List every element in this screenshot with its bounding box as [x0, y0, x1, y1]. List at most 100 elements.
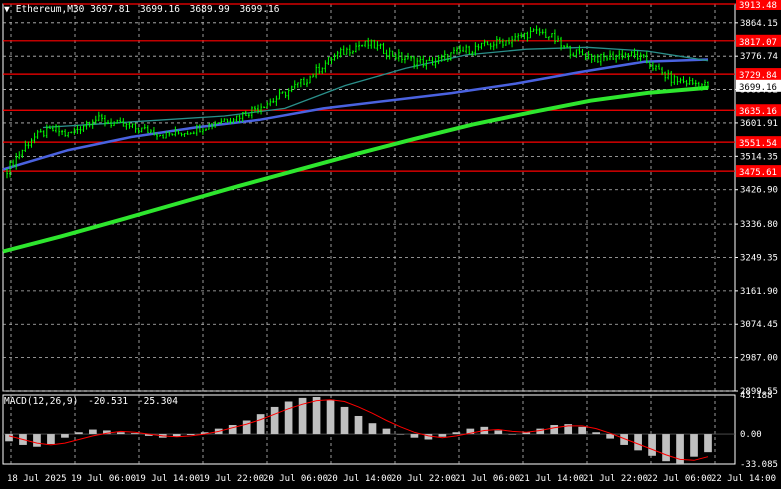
macd-bar [634, 434, 642, 451]
macd-tick-label: -33.085 [740, 460, 778, 470]
x-tick-label: 18 Jul 2025 [7, 474, 67, 484]
macd-signal-line [8, 399, 709, 461]
x-tick-label: 20 Jul 22:00 [391, 474, 456, 484]
low-value: 3689.99 [189, 4, 230, 15]
x-tick-label: 22 Jul 06:00 [647, 474, 712, 484]
macd-bar [89, 429, 97, 435]
macd-bar [508, 434, 517, 435]
horizontal-levels[interactable]: 3913.48 3817.07 3729.84 3635.16 3551.54 3475.… [3, 0, 781, 178]
macd-bar [33, 434, 41, 447]
macd-bar [172, 434, 181, 437]
y-tick-label: 3426.90 [740, 186, 778, 196]
macd-bar [494, 430, 503, 435]
ma-line [2, 58, 709, 171]
level-label: 3913.48 [739, 1, 777, 11]
level-label: 3729.84 [739, 71, 777, 81]
macd-bar [550, 425, 559, 435]
x-tick-label: 19 Jul 22:00 [199, 474, 264, 484]
x-tick-label: 22 Jul 14:00 [711, 474, 776, 484]
macd-bar [242, 420, 251, 435]
ohlc-values: 3697.81 3699.16 3689.99 3699.16 [90, 4, 283, 15]
x-tick-label: 19 Jul 06:00 [71, 474, 136, 484]
macd-panel: 43.188 0.00 -33.085 [3, 391, 778, 470]
x-tick-label: 21 Jul 14:00 [519, 474, 584, 484]
level-label: 3551.54 [739, 139, 777, 149]
macd-bar [396, 434, 405, 435]
macd-bar [466, 428, 475, 435]
macd-bar [592, 432, 601, 435]
macd-bar [410, 434, 419, 438]
level-label: 3817.07 [739, 38, 777, 48]
grid [2, 3, 736, 465]
macd-bar [438, 434, 447, 437]
chart-title: ▼ Ethereum,M30 3697.81 3699.16 3689.99 36… [4, 4, 284, 15]
macd-bar [5, 434, 13, 442]
y-tick-label: 2899.55 [740, 387, 778, 397]
macd-bar [144, 434, 153, 436]
x-tick-label: 19 Jul 14:00 [135, 474, 200, 484]
level-label: 3635.16 [739, 107, 777, 117]
level-label-bg [736, 165, 781, 178]
macd-bar [690, 434, 698, 457]
macd-bar [578, 426, 587, 435]
y-tick-label: 3074.45 [740, 320, 778, 330]
ma-line [2, 85, 709, 254]
price-axis: 3864.153776.743689.323601.913514.353426.… [735, 19, 781, 397]
macd-bar [368, 423, 377, 435]
macd-bar [382, 428, 391, 435]
y-tick-label: 3336.80 [740, 220, 778, 230]
y-tick-label: 3514.35 [740, 152, 778, 162]
y-tick-label: 3601.91 [740, 119, 778, 129]
macd-signal: -25.304 [137, 396, 178, 407]
level-label-bg [736, 104, 781, 117]
macd-bar [326, 399, 335, 435]
macd-bar [676, 434, 684, 464]
macd-bar [354, 415, 363, 435]
macd-bar [522, 432, 531, 435]
y-tick-label: 3161.90 [740, 287, 778, 297]
macd-frame [2, 394, 736, 465]
level-label-bg [736, 68, 781, 81]
macd-bar [564, 424, 573, 435]
macd-name: MACD(12,26,9) [4, 396, 79, 407]
macd-bar [186, 434, 195, 435]
y-tick-label: 3776.74 [740, 52, 778, 62]
macd-bar [620, 434, 628, 445]
current-price-bg [736, 79, 781, 92]
symbol-label: Ethereum,M30 [15, 4, 85, 15]
macd-bar [103, 430, 111, 435]
moving-averages [2, 46, 709, 254]
open-value: 3697.81 [90, 4, 131, 15]
macd-tick-label: 43.188 [740, 391, 773, 401]
y-tick-label: 2987.00 [740, 354, 778, 364]
macd-bar [648, 434, 656, 456]
macd-bar [340, 406, 349, 435]
macd-bar [424, 434, 433, 440]
macd-bar [704, 434, 712, 453]
macd-bar [298, 397, 307, 435]
current-price-label: 3699.16 [739, 83, 777, 93]
level-label-bg [736, 34, 781, 47]
macd-bar [228, 425, 237, 435]
candles [6, 25, 709, 179]
macd-bar [130, 433, 139, 435]
macd-bar [47, 434, 55, 445]
level-label-bg [736, 136, 781, 149]
close-value: 3699.16 [239, 4, 280, 15]
macd-bar [116, 432, 125, 435]
macd-bar [75, 432, 83, 435]
macd-bar [312, 396, 321, 435]
macd-bar [200, 432, 209, 435]
level-label: 3475.61 [739, 168, 777, 178]
x-tick-label: 21 Jul 22:00 [583, 474, 648, 484]
high-value: 3699.16 [139, 4, 180, 15]
level-label-bg [736, 0, 781, 10]
x-tick-label: 20 Jul 06:00 [263, 474, 328, 484]
ma-line [42, 46, 709, 129]
macd-bar [256, 414, 265, 435]
macd-bar [536, 428, 545, 435]
macd-bar [452, 432, 461, 435]
macd-tick-label: 0.00 [740, 430, 762, 440]
